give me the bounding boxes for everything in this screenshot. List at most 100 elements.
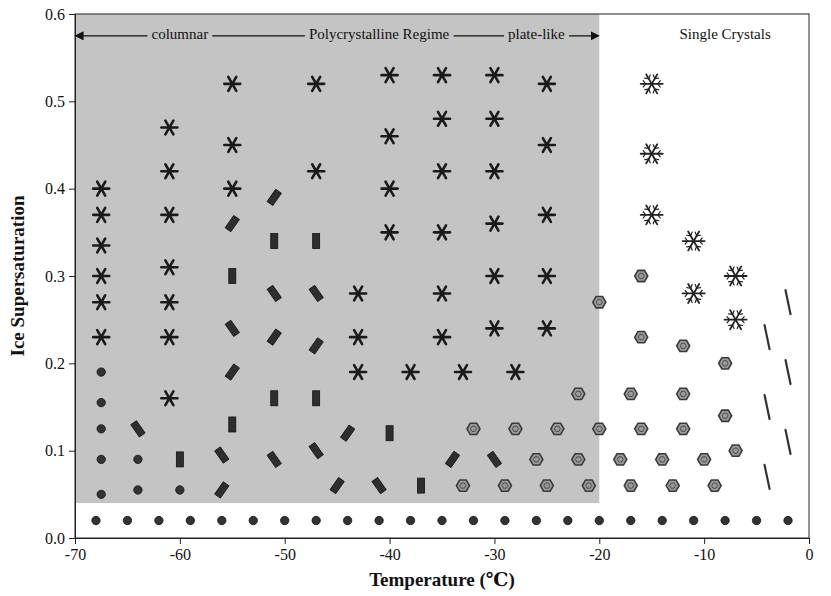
crystal-part [628, 483, 634, 488]
crystal-part [551, 423, 564, 434]
annotation: columnar [152, 26, 209, 42]
crystal-part [582, 480, 595, 491]
crystal-part [228, 182, 236, 196]
tick: -60 [170, 538, 191, 563]
crystal-part [386, 129, 394, 143]
crystal-part [532, 516, 540, 524]
series-plate [456, 270, 742, 491]
crystal-part [697, 246, 701, 248]
tick: 0.1 [45, 442, 75, 459]
tick-mark [599, 538, 600, 544]
crystal-circle [281, 516, 289, 524]
plot-frame [75, 14, 809, 538]
crystal-part [543, 321, 551, 335]
crystal-part [97, 208, 105, 222]
crystal-part [646, 84, 652, 94]
crystal-part [131, 421, 145, 437]
crystal-part [730, 276, 736, 286]
crystal-rosette [455, 365, 471, 379]
label-patch [305, 25, 454, 43]
crystal-part [593, 297, 606, 308]
tick-mark [69, 276, 75, 277]
crystal-part [652, 205, 658, 215]
crystal-part [354, 330, 362, 344]
crystal-plate [677, 388, 690, 399]
crystal-part [165, 208, 173, 222]
crystal-part [502, 483, 508, 488]
series-rosette [93, 68, 555, 405]
crystal-part [572, 388, 585, 399]
tick: 0.3 [45, 268, 75, 285]
crystal-part [786, 360, 791, 384]
annotation: Single Crystals [679, 26, 770, 42]
annotation: Polycrystalline Regime [309, 26, 450, 42]
crystal-rosette [434, 164, 450, 178]
crystal-part [343, 516, 351, 524]
tick-mark [390, 538, 391, 544]
crystal-part [271, 234, 278, 249]
crystal-part [490, 217, 498, 231]
crystal-part [312, 516, 320, 524]
crystal-rosette [224, 182, 240, 196]
crystal-part [498, 480, 511, 491]
crystal-part [658, 516, 666, 524]
crystal-rosette [161, 260, 177, 274]
crystal-part [249, 516, 257, 524]
crystal-part [737, 267, 738, 271]
crystal-part [700, 290, 702, 293]
crystal-part [689, 516, 697, 524]
crystal-part [698, 454, 711, 465]
series-dendrite [641, 74, 747, 329]
crystal-circle [375, 516, 383, 524]
crystal-rosette [486, 164, 502, 178]
crystal-part [490, 321, 498, 335]
plot: -70-60-50-40-30-20-1000.00.10.20.30.40.5… [45, 6, 814, 564]
tick-mark [704, 538, 705, 544]
crystal-part [687, 246, 691, 248]
crystal-plate [677, 340, 690, 351]
crystal-part [97, 182, 105, 196]
crystal-column [309, 338, 323, 354]
crystal-part [313, 234, 320, 249]
label-patch [675, 25, 774, 43]
crystal-part [624, 388, 637, 399]
crystal-part [649, 89, 650, 93]
crystal-part [670, 483, 676, 488]
crystal-part [765, 465, 770, 489]
crystal-circle [532, 516, 540, 524]
crystal-part [267, 285, 281, 301]
tick-mark [494, 538, 495, 544]
crystal-part [554, 426, 560, 431]
crystal-plate [572, 454, 585, 465]
crystal-column [418, 478, 425, 493]
crystal-plate [624, 480, 637, 491]
crystal-part [490, 269, 498, 283]
crystal-part [586, 483, 592, 488]
crystal-column [215, 447, 229, 463]
crystal-plate [635, 332, 648, 343]
crystal-circle [97, 425, 105, 433]
crystal-column [386, 426, 393, 441]
crystal-rosette [382, 68, 398, 82]
crystal-part [165, 391, 173, 405]
crystal-plate [593, 297, 606, 308]
crystal-part [543, 321, 551, 335]
crystal-part [354, 287, 362, 301]
crystal-part [729, 281, 733, 283]
crystal-part [722, 361, 728, 366]
crystal-rosette [434, 225, 450, 239]
crystal-rosette [486, 112, 502, 126]
crystal-part [658, 81, 660, 84]
crystal-column [267, 285, 281, 301]
crystal-part [729, 445, 742, 456]
crystal-plate [656, 454, 669, 465]
crystal-part [685, 293, 687, 296]
crystal-part [501, 516, 509, 524]
crystal-part [330, 477, 344, 493]
crystal-part [97, 368, 105, 376]
tick-label: -70 [65, 546, 86, 563]
crystal-part [680, 426, 686, 431]
crystal-part [739, 281, 743, 283]
crystal-part [97, 239, 105, 253]
crystal-rosette [382, 225, 398, 239]
